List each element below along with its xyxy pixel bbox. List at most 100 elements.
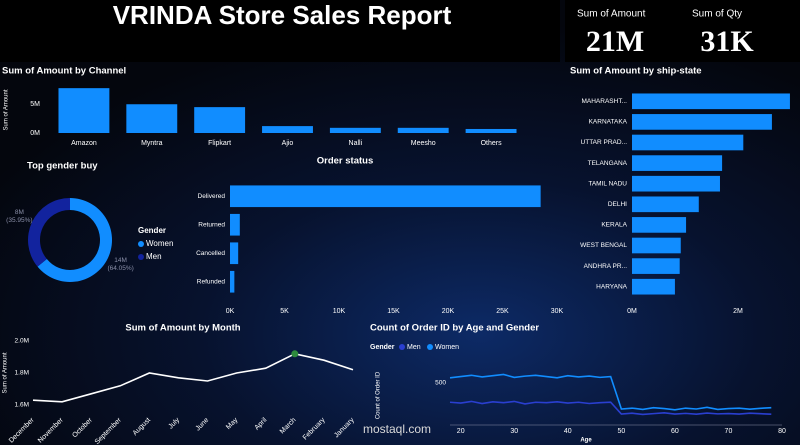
x-tick-label: Others xyxy=(481,140,503,147)
y-tick-label: Delivered xyxy=(198,193,226,200)
y-tick-label: HARYANA xyxy=(596,283,627,290)
x-tick-label: 15K xyxy=(387,308,400,315)
bar xyxy=(632,258,680,274)
title-bar xyxy=(0,0,560,62)
bar xyxy=(632,93,790,110)
x-tick-label: 5K xyxy=(280,308,289,315)
x-tick-label: 60 xyxy=(671,428,679,435)
y-tick-label: KARNATAKA xyxy=(589,119,628,126)
legend-swatch xyxy=(138,241,144,247)
legend-label: Men xyxy=(407,344,421,351)
bar xyxy=(230,213,240,236)
x-tick-label: 70 xyxy=(725,428,733,435)
bar xyxy=(632,114,772,130)
line-series xyxy=(32,352,354,403)
y-axis-label: Sum of Amount xyxy=(4,89,10,130)
x-tick-label: 10K xyxy=(333,308,346,315)
legend-title: Gender xyxy=(370,344,395,351)
bar xyxy=(126,104,178,133)
y-tick-label: 1.8M xyxy=(15,370,29,377)
x-tick-label: 0M xyxy=(627,308,637,315)
bar xyxy=(632,155,723,171)
line-series xyxy=(449,400,772,416)
y-tick-label: UTTAR PRAD... xyxy=(581,139,628,146)
chart-title: Sum of Amount by Channel xyxy=(2,66,126,77)
y-tick-label: 0M xyxy=(30,130,40,137)
kpi-label: Sum of Amount xyxy=(577,9,646,20)
bar xyxy=(230,242,239,265)
x-tick-label: 25K xyxy=(496,308,509,315)
y-tick-label: TAMIL NADU xyxy=(588,180,627,187)
y-tick-label: 2.0M xyxy=(15,338,29,345)
bar xyxy=(329,127,381,133)
pie-slice xyxy=(37,198,113,282)
bar xyxy=(465,128,517,133)
chart-title: Top gender buy xyxy=(27,161,98,172)
kpi-label: Sum of Qty xyxy=(692,9,742,20)
x-tick-label: 40 xyxy=(564,428,572,435)
legend-label: Women xyxy=(435,344,459,351)
y-tick-label: ANDHRA PR... xyxy=(584,263,628,270)
y-tick-label: 500 xyxy=(435,380,446,387)
x-tick-label: 2M xyxy=(733,308,743,315)
x-tick-label: 0K xyxy=(226,308,235,315)
chart-title: Count of Order ID by Age and Gender xyxy=(370,323,539,334)
x-tick-label: 50 xyxy=(617,428,625,435)
chart-title: Order status xyxy=(317,156,374,167)
y-axis-label: Sum of Amount xyxy=(3,352,9,393)
bar xyxy=(632,278,675,295)
highlight-point xyxy=(291,350,299,358)
legend-label: Men xyxy=(146,252,162,261)
kpi-value: 21M xyxy=(586,25,644,58)
y-tick-label: KERALA xyxy=(601,222,627,229)
bar xyxy=(632,134,744,151)
y-tick-label: TELANGANA xyxy=(588,160,628,167)
bar xyxy=(194,107,246,133)
x-tick-label: Myntra xyxy=(141,140,163,147)
legend-swatch xyxy=(427,344,433,350)
bar xyxy=(230,185,541,208)
watermark: mostaql.com xyxy=(363,422,431,436)
y-tick-label: DELHI xyxy=(608,201,627,208)
line-series xyxy=(449,373,772,411)
bar xyxy=(632,237,681,254)
bar xyxy=(632,196,699,213)
x-tick-label: 80 xyxy=(778,428,786,435)
bar xyxy=(397,127,449,133)
x-tick-label: 30K xyxy=(551,308,564,315)
x-tick-label: Flipkart xyxy=(208,140,231,147)
chart-title: Sum of Amount by Month xyxy=(125,323,240,334)
x-axis-label: Age xyxy=(580,438,592,444)
x-tick-label: Meesho xyxy=(411,140,436,147)
bar xyxy=(58,88,110,133)
bar xyxy=(632,217,687,233)
x-tick-label: Ajio xyxy=(282,140,294,147)
y-tick-label: Returned xyxy=(198,221,225,228)
legend-swatch xyxy=(399,344,405,350)
y-tick-label: Refunded xyxy=(197,278,226,285)
y-tick-label: 5M xyxy=(30,101,40,108)
y-tick-label: Cancelled xyxy=(196,250,225,257)
x-tick-label: 20 xyxy=(457,428,465,435)
kpi-panel xyxy=(565,0,800,62)
legend-label: Women xyxy=(146,239,173,248)
report-title: VRINDA Store Sales Report xyxy=(113,0,452,30)
x-tick-label: 20K xyxy=(442,308,455,315)
data-label: 8M (35.95%) xyxy=(6,209,32,224)
y-axis-label: Count of Order ID xyxy=(376,371,382,419)
legend-title: Gender xyxy=(138,226,166,235)
pie-slice xyxy=(28,198,71,267)
bar xyxy=(230,270,235,293)
legend-swatch xyxy=(138,254,144,260)
y-tick-label: MAHARASHT... xyxy=(581,98,627,105)
x-tick-label: Amazon xyxy=(71,140,97,147)
kpi-value: 31K xyxy=(700,25,754,58)
bar xyxy=(632,175,720,192)
y-tick-label: WEST BENGAL xyxy=(580,242,627,249)
y-tick-label: 1.6M xyxy=(15,402,29,409)
chart-title: Sum of Amount by ship-state xyxy=(570,66,702,77)
bar xyxy=(262,126,313,133)
x-tick-label: Nalli xyxy=(349,140,363,147)
x-tick-label: 30 xyxy=(510,428,518,435)
